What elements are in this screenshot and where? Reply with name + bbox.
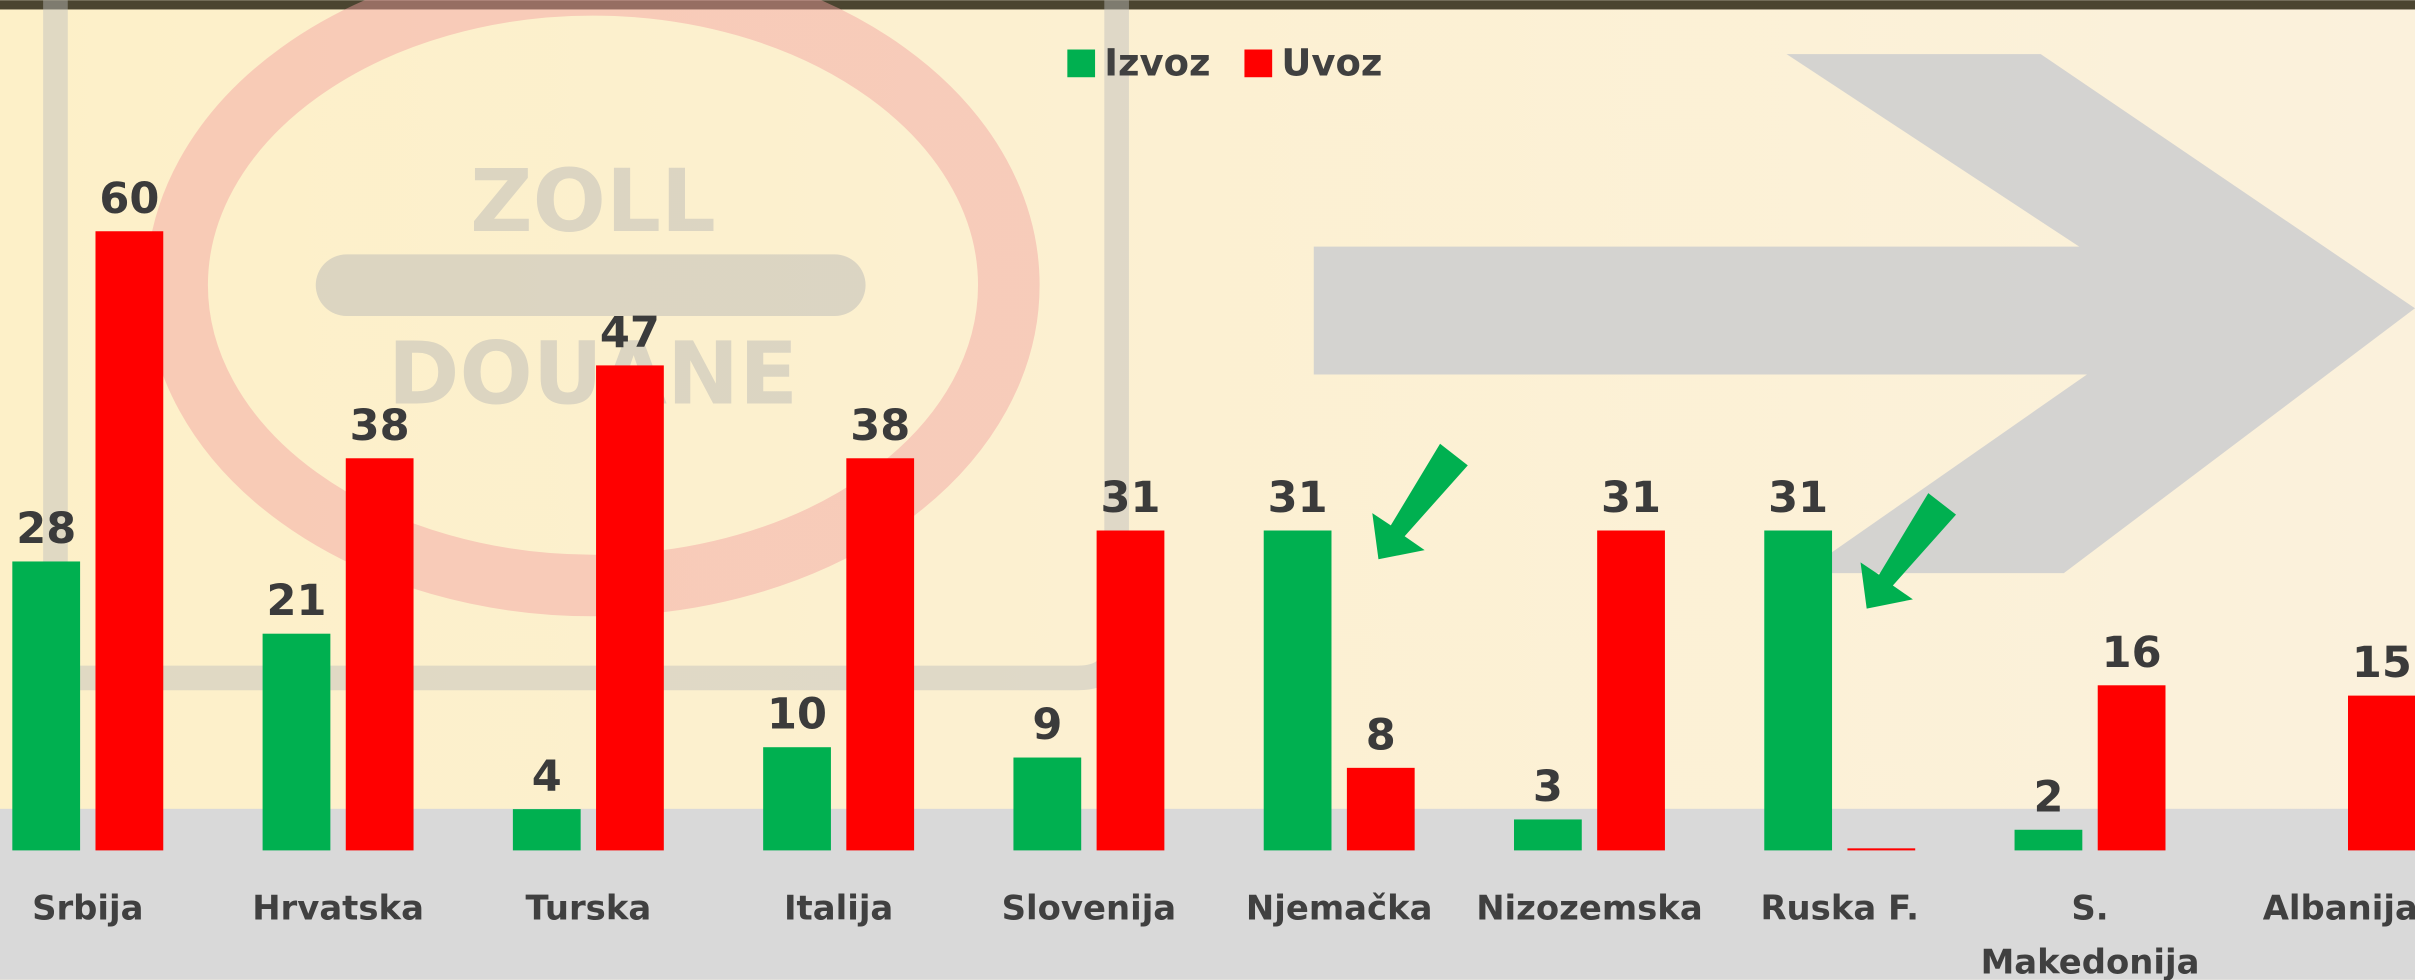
value-label: 8 (1366, 710, 1396, 760)
bar (596, 365, 664, 851)
value-label: 31 (1100, 473, 1160, 523)
bar (2348, 695, 2415, 851)
x-tick-label: Italija (784, 889, 893, 928)
value-label: 16 (2102, 628, 2162, 678)
bar (2097, 685, 2166, 851)
legend-label: Uvoz (1281, 42, 1382, 85)
value-label: 38 (850, 401, 910, 451)
bar (262, 633, 331, 851)
background-arrow (1313, 54, 2415, 574)
bar (1513, 819, 1582, 851)
legend-swatch (1244, 49, 1273, 78)
top-bar (0, 0, 2415, 10)
x-tick-label: Nizozemska (1476, 889, 1703, 928)
bar (2014, 829, 2083, 851)
x-tick-label: Srbija (32, 889, 143, 928)
bar (95, 231, 164, 851)
value-label: 10 (767, 690, 827, 740)
svg-text:DOUANE: DOUANE (388, 325, 798, 425)
annotation-arrow (1860, 493, 1957, 609)
bar (1346, 767, 1415, 851)
x-tick-label: S. Makedonija (1981, 889, 2200, 980)
bar (1764, 530, 1833, 851)
x-tick-label: Ruska F. (1760, 889, 1919, 928)
legend-label: Izvoz (1104, 42, 1210, 85)
bar (1597, 530, 1665, 851)
bar (1847, 848, 1916, 851)
x-tick-label: Slovenija (1002, 889, 1177, 928)
value-label: 3 (1533, 762, 1563, 812)
value-label: 28 (16, 504, 76, 554)
value-label: 31 (1601, 473, 1661, 523)
value-label: 2 (2033, 772, 2063, 822)
bar (1263, 530, 1332, 851)
value-label: 31 (1768, 473, 1828, 523)
svg-text:ZOLL: ZOLL (470, 152, 716, 252)
legend-swatch (1067, 49, 1096, 78)
bar (846, 458, 915, 851)
value-label: 47 (600, 308, 660, 358)
bar (1013, 757, 1082, 851)
bar (1096, 530, 1165, 851)
value-label: 4 (532, 752, 562, 802)
value-label: 21 (266, 576, 326, 626)
value-label: 15 (2352, 638, 2412, 688)
x-tick-label: Turska (525, 889, 651, 928)
x-tick-label: Hrvatska (252, 889, 424, 928)
value-label: 9 (1032, 700, 1062, 750)
bar (763, 747, 831, 851)
value-label: 38 (350, 401, 410, 451)
bar (12, 561, 81, 851)
bar (345, 458, 414, 851)
x-tick-label: Njemačka (1246, 889, 1433, 928)
x-tick-label: Albanija (2263, 889, 2415, 928)
value-label: 60 (99, 174, 159, 224)
value-label: 31 (1268, 473, 1328, 523)
annotation-arrow (1372, 443, 1468, 560)
bar (512, 809, 581, 851)
